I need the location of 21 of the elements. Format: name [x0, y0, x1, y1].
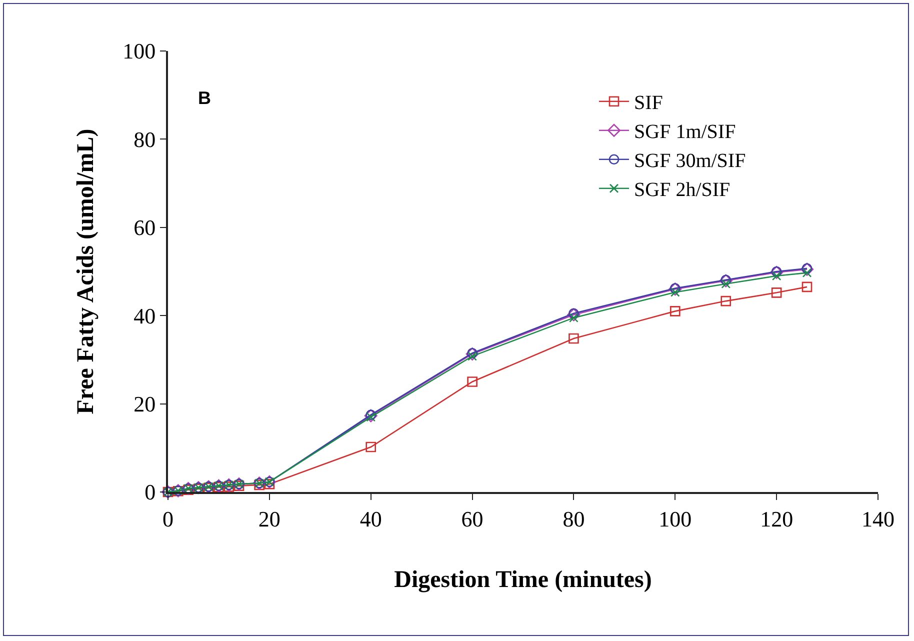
annotation: B [198, 88, 211, 108]
x-tick-label: 40 [360, 506, 382, 532]
x-tick-label: 100 [658, 506, 692, 532]
y-tick-label: 40 [134, 303, 156, 328]
y-tick-label: 60 [134, 215, 156, 240]
x-tick-label: 140 [862, 506, 894, 532]
x-tick-label: 60 [461, 506, 484, 532]
y-tick-label: 20 [134, 392, 156, 416]
legend-label: SGF 2h/SIF [634, 179, 730, 202]
x-tick-label: 20 [258, 506, 280, 532]
y-tick-label: 100 [122, 38, 156, 64]
y-axis-title: Free Fatty Acids (umol/mL) [73, 128, 100, 414]
x-tick-label: 0 [162, 506, 174, 532]
legend-label: SGF 30m/SIF [634, 150, 746, 172]
y-tick-label: 0 [144, 480, 156, 505]
x-tick-label: 120 [760, 506, 794, 532]
legend-label: SIF [634, 92, 663, 114]
x-axis-title: Digestion Time (minutes) [394, 567, 652, 594]
x-tick-label: 80 [562, 506, 585, 532]
y-tick-label: 80 [134, 126, 156, 152]
legend-label: SGF 1m/SIF [634, 121, 736, 144]
